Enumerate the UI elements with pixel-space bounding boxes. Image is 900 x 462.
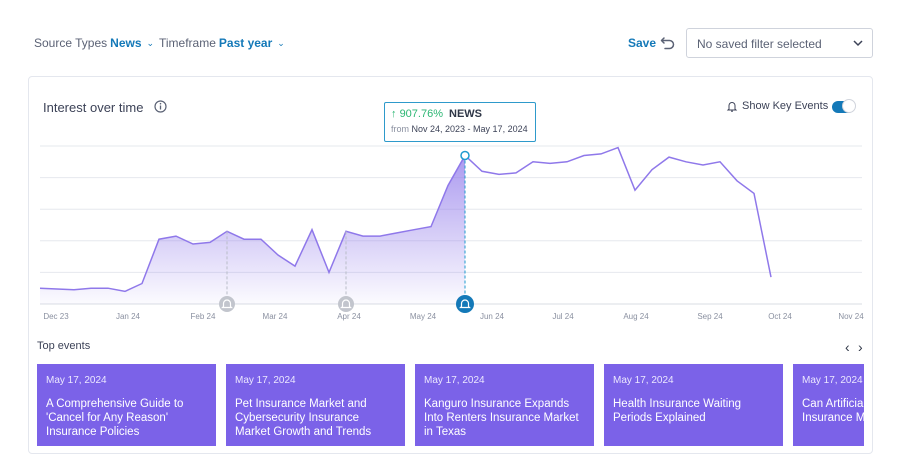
event-card[interactable]: May 17, 2024 Health Insurance Waiting Pe… [604, 364, 783, 446]
x-tick-label: Jul 24 [552, 312, 574, 321]
tooltip-change: ↑ 907.76% [391, 108, 443, 120]
timeframe-label: Timeframe [159, 36, 216, 50]
chevron-down-icon: ⌄ [146, 37, 155, 48]
bell-icon [726, 102, 738, 112]
event-date: May 17, 2024 [802, 375, 863, 386]
filter-bar: Source Types News ⌄ Timeframe Past year … [0, 0, 900, 76]
x-tick-label: Nov 24 [838, 312, 864, 321]
event-card[interactable]: May 17, 2024 Can Artificial Intelligence… [793, 364, 864, 446]
undo-icon[interactable] [659, 33, 677, 51]
event-title: Can Artificial Intelligence Insurance M [802, 398, 864, 424]
source-types-value: News [110, 36, 142, 50]
source-types-label: Source Types [34, 36, 108, 50]
chart-tooltip: ↑ 907.76% NEWS from Nov 24, 2023 - May 1… [384, 102, 536, 142]
event-title: A Comprehensive Guide to 'Cancel for Any… [46, 398, 184, 438]
card-title: Interest over time [43, 100, 144, 115]
info-icon[interactable] [154, 100, 167, 113]
show-key-events: Show Key Events [726, 100, 828, 112]
x-tick-label: Oct 24 [768, 312, 792, 321]
highlight-point[interactable] [460, 150, 470, 161]
event-date: May 17, 2024 [424, 375, 485, 386]
chevron-right-icon[interactable]: › [858, 339, 863, 355]
show-key-events-toggle[interactable] [832, 99, 856, 113]
event-bell-icon[interactable] [338, 296, 354, 312]
event-title: Pet Insurance Market and Cybersecurity I… [235, 398, 372, 438]
event-card[interactable]: May 17, 2024 A Comprehensive Guide to 'C… [37, 364, 216, 446]
top-events-title: Top events [37, 340, 91, 352]
x-tick-label: Dec 23 [43, 312, 69, 321]
show-key-events-label: Show Key Events [742, 100, 829, 112]
tooltip-range: from Nov 24, 2023 - May 17, 2024 [391, 124, 528, 134]
chevron-down-icon [853, 40, 863, 47]
chart-area [40, 155, 465, 304]
source-types-filter[interactable]: Source Types News ⌄ [34, 36, 154, 50]
tooltip-series: NEWS [449, 108, 482, 120]
x-tick-label: Jan 24 [116, 312, 141, 321]
timeframe-filter[interactable]: Timeframe Past year ⌄ [159, 36, 285, 50]
x-tick-label: Aug 24 [623, 312, 649, 321]
timeframe-value: Past year [218, 36, 273, 50]
event-title: Kanguro Insurance Expands Into Renters I… [424, 398, 579, 438]
event-date: May 17, 2024 [235, 375, 296, 386]
x-tick-label: Jun 24 [480, 312, 505, 321]
event-card[interactable]: May 17, 2024 Pet Insurance Market and Cy… [226, 364, 405, 446]
x-tick-label: Sep 24 [697, 312, 723, 321]
chevron-down-icon: ⌄ [277, 37, 285, 48]
key-event-markers [219, 150, 474, 313]
x-tick-label: Feb 24 [191, 312, 216, 321]
x-tick-label: Mar 24 [263, 312, 288, 321]
x-tick-label: May 24 [410, 312, 437, 321]
series-line [39, 146, 772, 293]
event-date: May 17, 2024 [613, 375, 674, 386]
event-card[interactable]: May 17, 2024 Kanguro Insurance Expands I… [415, 364, 594, 446]
interest-chart: Dec 23 Jan 24 Feb 24 Mar 24 Apr 24 May 24 Jun … [39, 145, 864, 321]
event-title: Health Insurance Waiting Periods Explain… [613, 398, 742, 424]
saved-filter-select[interactable]: No saved filter selected [686, 28, 873, 58]
toggle-knob [842, 99, 856, 113]
event-date: May 17, 2024 [46, 375, 107, 386]
top-events-list: May 17, 2024 A Comprehensive Guide to 'C… [37, 364, 864, 446]
event-bell-icon[interactable] [219, 296, 235, 312]
x-tick-label: Apr 24 [337, 312, 361, 321]
save-button[interactable]: Save [628, 36, 657, 50]
x-axis-ticks: Dec 23 Jan 24 Feb 24 Mar 24 Apr 24 May 24 Jun … [43, 312, 864, 321]
saved-filter-value: No saved filter selected [697, 37, 822, 51]
event-bell-icon[interactable] [456, 295, 474, 313]
chevron-left-icon[interactable]: ‹ [845, 339, 850, 355]
